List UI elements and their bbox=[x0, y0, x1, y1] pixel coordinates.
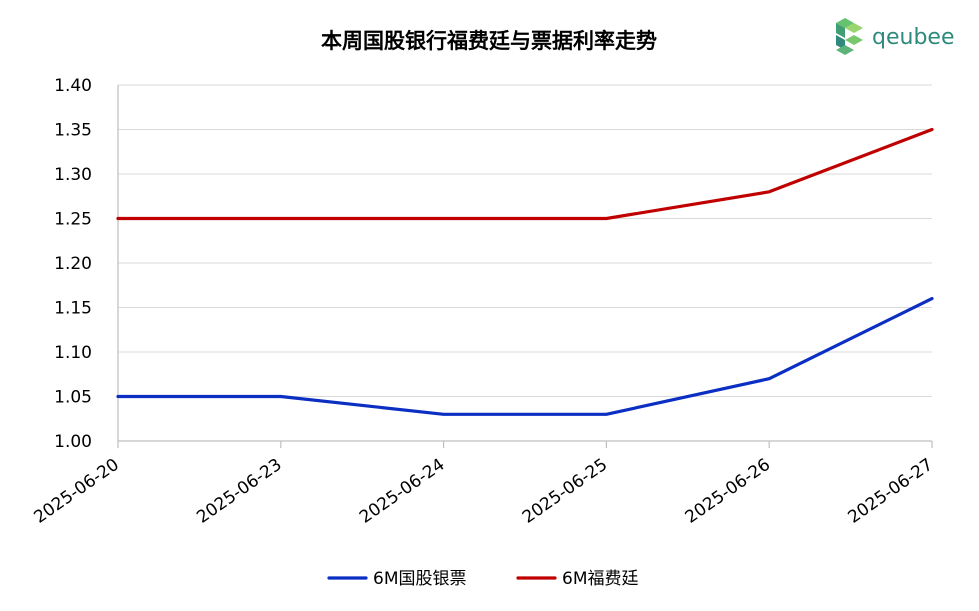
y-tick-label: 1.05 bbox=[54, 388, 92, 408]
chart-title: 本周国股银行福费廷与票据利率走势 bbox=[321, 29, 657, 53]
grid-lines bbox=[118, 84, 932, 397]
logo-cube-bottom-icon bbox=[836, 45, 854, 55]
logo-text: qeubee bbox=[872, 25, 954, 50]
y-tick-label: 1.25 bbox=[54, 210, 92, 230]
y-tick-label: 1.40 bbox=[54, 76, 92, 96]
logo-cube-lower-right-icon bbox=[845, 35, 863, 45]
y-tick-label: 1.00 bbox=[54, 432, 92, 452]
x-tick-label: 2025-06-26 bbox=[682, 455, 774, 528]
x-tick-label: 2025-06-23 bbox=[193, 455, 285, 528]
y-tick-label: 1.15 bbox=[54, 299, 92, 319]
x-tick-label: 2025-06-27 bbox=[844, 455, 936, 528]
y-tick-label: 1.10 bbox=[54, 343, 92, 363]
x-tick-label: 2025-06-20 bbox=[30, 455, 122, 528]
logo-cube-right-icon bbox=[845, 23, 863, 33]
series-line bbox=[116, 297, 934, 416]
x-tick-label: 2025-06-25 bbox=[519, 455, 611, 528]
logo-cube-left-icon bbox=[836, 23, 845, 38]
logo: qeubee bbox=[836, 18, 954, 55]
x-tick-label: 2025-06-24 bbox=[356, 455, 448, 528]
y-tick-label: 1.35 bbox=[54, 121, 92, 141]
y-tick-label: 1.20 bbox=[54, 254, 92, 274]
series-line bbox=[116, 127, 934, 221]
y-tick-label: 1.30 bbox=[54, 165, 92, 185]
axes: 1.00 1.05 1.10 1.15 1.20 1.25 1.30 1.35 1.40 2025… bbox=[30, 76, 936, 528]
legend-label: 6M福费廷 bbox=[562, 569, 638, 589]
legend: 6M国股银票 6M福费廷 bbox=[327, 569, 638, 589]
legend-label: 6M国股银票 bbox=[373, 569, 466, 589]
series-lines bbox=[116, 127, 934, 416]
